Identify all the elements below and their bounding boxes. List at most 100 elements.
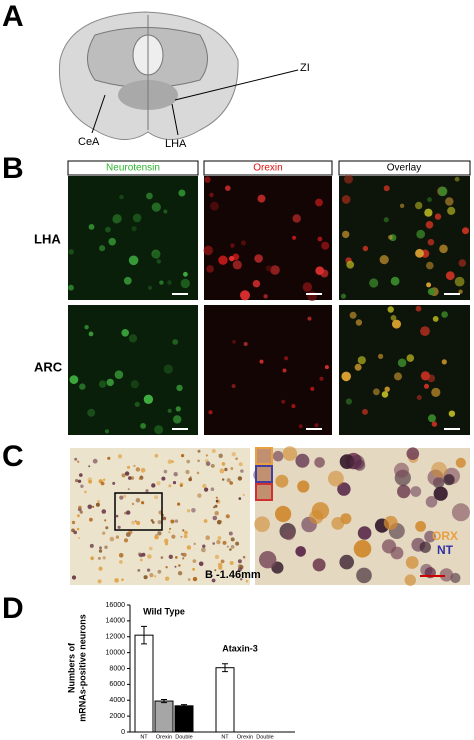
cell <box>98 380 107 388</box>
cell <box>445 271 455 281</box>
cell <box>184 530 188 535</box>
cell <box>431 421 438 427</box>
cell <box>159 280 164 285</box>
column-header-box <box>203 160 333 176</box>
cell <box>127 488 130 491</box>
cell <box>410 486 422 497</box>
cell <box>221 462 226 466</box>
cell <box>141 501 145 505</box>
cell <box>230 537 235 542</box>
cell <box>180 535 183 538</box>
cell <box>167 280 172 285</box>
cell <box>243 342 248 346</box>
annotation: CeA <box>78 136 100 148</box>
y-tick-label: 4000 <box>109 697 125 704</box>
cell <box>390 546 404 560</box>
cell <box>314 457 325 468</box>
cell <box>79 383 86 390</box>
cell <box>97 499 101 504</box>
cell <box>245 579 249 583</box>
cell <box>369 278 379 288</box>
cell <box>441 359 447 365</box>
image-background <box>204 305 332 435</box>
cell <box>152 251 161 259</box>
cell <box>202 544 206 548</box>
cell <box>229 255 235 262</box>
cell <box>229 548 232 551</box>
x-tick-label: Orexin <box>156 734 172 740</box>
bar <box>134 634 154 733</box>
cell <box>441 311 448 318</box>
cell <box>168 484 172 488</box>
cell <box>71 575 77 580</box>
cell <box>214 569 217 572</box>
cell <box>309 509 324 525</box>
column-header-box <box>338 160 471 176</box>
cell <box>284 356 289 361</box>
cell <box>157 531 162 536</box>
cell <box>197 449 201 453</box>
cell <box>283 528 295 541</box>
cell <box>319 376 324 381</box>
cell <box>138 553 144 558</box>
cell <box>448 410 456 417</box>
cell <box>229 561 234 565</box>
cell <box>156 259 161 264</box>
cell <box>317 236 323 242</box>
cell <box>146 192 153 200</box>
cell <box>384 386 390 392</box>
cell <box>131 226 137 232</box>
cell <box>89 517 93 522</box>
cell <box>99 245 106 252</box>
cell <box>302 282 313 292</box>
cell <box>79 473 83 477</box>
cell <box>188 477 192 482</box>
cell <box>145 489 149 493</box>
cell <box>235 457 238 461</box>
cell <box>193 542 196 546</box>
cell <box>415 201 423 210</box>
cell <box>90 556 95 561</box>
cell <box>210 464 215 468</box>
cell <box>431 461 447 478</box>
cell <box>147 285 153 290</box>
cell <box>355 319 363 326</box>
y-tick-label: 16000 <box>106 602 126 609</box>
cell <box>154 495 159 500</box>
cell <box>340 293 347 299</box>
cell <box>397 484 411 499</box>
cell <box>292 235 297 240</box>
cell <box>108 237 116 246</box>
x-tick-label: Double <box>256 734 273 740</box>
cell <box>211 578 216 583</box>
cell <box>115 535 120 539</box>
x-tick-label: NT <box>140 734 148 740</box>
cell <box>427 197 432 203</box>
cell <box>78 505 82 510</box>
pointer-line <box>91 94 106 134</box>
cell <box>167 459 172 464</box>
cell <box>157 569 162 574</box>
cell <box>295 546 307 557</box>
cell <box>387 306 394 313</box>
cell <box>75 479 79 483</box>
cell <box>315 198 323 207</box>
cell <box>198 561 204 567</box>
cell <box>168 554 173 559</box>
cell <box>238 462 243 467</box>
cell <box>160 556 164 559</box>
cell <box>242 493 245 497</box>
cell <box>128 530 133 535</box>
cell <box>218 453 223 458</box>
cell <box>390 315 397 321</box>
cell <box>167 408 172 413</box>
cell <box>424 530 436 543</box>
cell <box>196 471 200 475</box>
cell <box>339 554 355 570</box>
cell <box>112 215 121 224</box>
cell <box>114 578 119 583</box>
cell <box>100 481 105 486</box>
cell <box>215 499 219 503</box>
cell <box>454 176 460 182</box>
cell <box>312 558 326 572</box>
